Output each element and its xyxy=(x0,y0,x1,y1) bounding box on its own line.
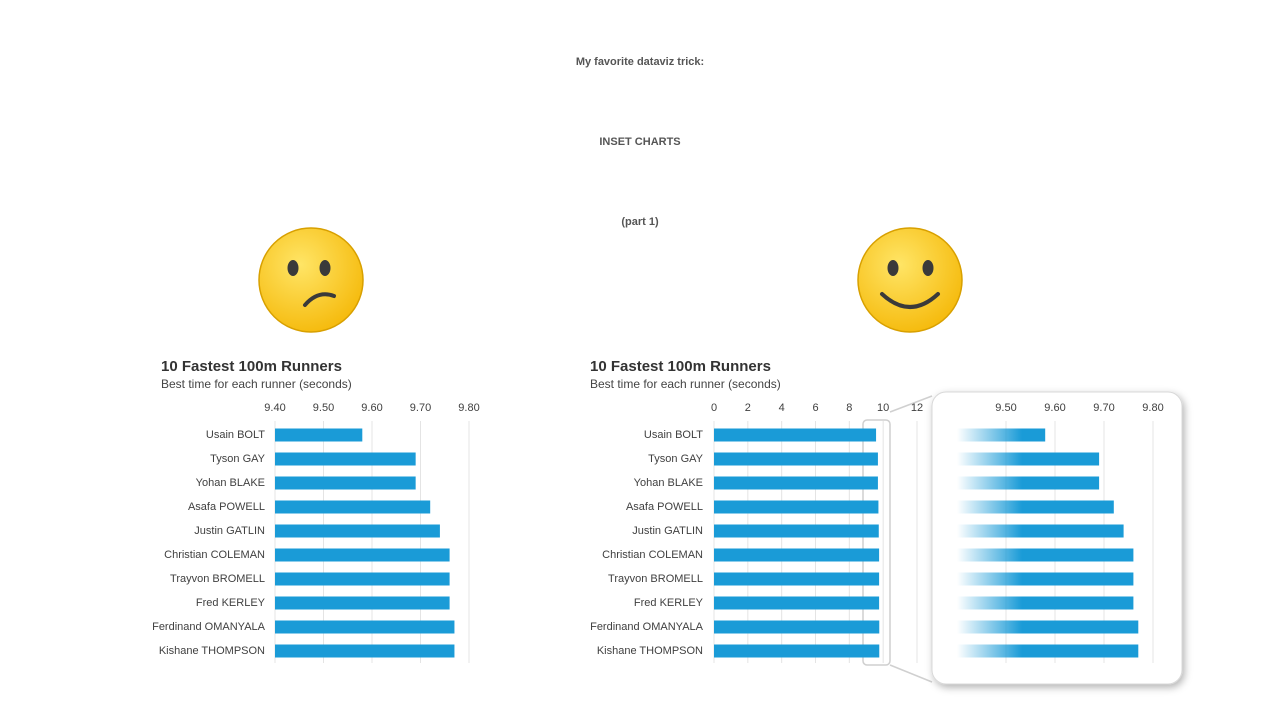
chart-title: 10 Fastest 100m Runners xyxy=(161,358,342,375)
y-tick-label: Christian COLEMAN xyxy=(602,549,703,561)
bar xyxy=(714,524,879,538)
y-tick-label: Asafa POWELL xyxy=(626,501,703,513)
x-tick-label: 2 xyxy=(745,402,751,414)
chart-subtitle: Best time for each runner (seconds) xyxy=(590,377,781,391)
y-tick-label: Justin GATLIN xyxy=(194,525,265,537)
bar xyxy=(714,452,878,466)
bar xyxy=(957,476,1100,490)
y-tick-label: Ferdinand OMANYALA xyxy=(152,621,266,633)
bar xyxy=(957,452,1100,466)
bar xyxy=(957,428,1046,442)
bar xyxy=(957,620,1139,634)
x-tick-label: 6 xyxy=(812,402,818,414)
bar xyxy=(957,524,1124,538)
x-tick-label: 12 xyxy=(911,402,923,414)
bar xyxy=(275,452,416,466)
y-tick-label: Christian COLEMAN xyxy=(164,549,265,561)
x-tick-label: 9.50 xyxy=(313,402,334,414)
x-tick-label: 9.70 xyxy=(410,402,431,414)
y-tick-label: Tyson GAY xyxy=(648,453,703,465)
bar xyxy=(275,524,440,538)
bar xyxy=(714,620,880,634)
bar xyxy=(275,500,431,514)
bar xyxy=(275,572,450,586)
x-tick-label: 9.70 xyxy=(1093,402,1114,414)
chart-subtitle: Best time for each runner (seconds) xyxy=(161,377,352,391)
y-tick-label: Asafa POWELL xyxy=(188,501,265,513)
y-tick-label: Fred KERLEY xyxy=(634,597,704,609)
title-line: (part 1) xyxy=(621,216,659,228)
bar xyxy=(275,548,450,562)
confused-emoji xyxy=(258,227,364,333)
title-line: INSET CHARTS xyxy=(599,136,680,148)
bar xyxy=(957,596,1134,610)
bar xyxy=(714,548,880,562)
bar xyxy=(957,548,1134,562)
bar xyxy=(275,644,455,658)
title-line: My favorite dataviz trick: xyxy=(576,56,704,68)
y-tick-label: Yohan BLAKE xyxy=(196,477,265,489)
x-tick-label: 8 xyxy=(846,402,852,414)
y-tick-label: Kishane THOMPSON xyxy=(159,645,265,657)
bar xyxy=(714,476,878,490)
bar xyxy=(714,596,880,610)
x-tick-label: 9.80 xyxy=(458,402,479,414)
x-tick-label: 0 xyxy=(711,402,717,414)
y-tick-label: Kishane THOMPSON xyxy=(597,645,703,657)
bar xyxy=(714,428,877,442)
x-tick-label: 10 xyxy=(877,402,889,414)
bar xyxy=(714,644,880,658)
bar xyxy=(957,644,1139,658)
bar xyxy=(957,572,1134,586)
x-tick-label: 9.80 xyxy=(1142,402,1163,414)
smile-emoji xyxy=(857,227,963,333)
x-tick-label: 9.60 xyxy=(1044,402,1065,414)
bar xyxy=(275,428,363,442)
y-tick-label: Justin GATLIN xyxy=(632,525,703,537)
bar xyxy=(714,572,880,586)
x-tick-label: 9.40 xyxy=(264,402,285,414)
x-tick-label: 4 xyxy=(779,402,785,414)
bar xyxy=(275,620,455,634)
y-tick-label: Fred KERLEY xyxy=(196,597,266,609)
y-tick-label: Trayvon BROMELL xyxy=(608,573,703,585)
y-tick-label: Yohan BLAKE xyxy=(634,477,703,489)
y-tick-label: Trayvon BROMELL xyxy=(170,573,265,585)
bar xyxy=(957,500,1114,514)
y-tick-label: Tyson GAY xyxy=(210,453,265,465)
y-tick-label: Usain BOLT xyxy=(206,429,265,441)
bar xyxy=(275,596,450,610)
bar xyxy=(275,476,416,490)
bar xyxy=(714,500,879,514)
chart-title: 10 Fastest 100m Runners xyxy=(590,358,771,375)
y-tick-label: Usain BOLT xyxy=(644,429,703,441)
x-tick-label: 9.50 xyxy=(995,402,1016,414)
x-tick-label: 9.60 xyxy=(361,402,382,414)
y-tick-label: Ferdinand OMANYALA xyxy=(590,621,704,633)
